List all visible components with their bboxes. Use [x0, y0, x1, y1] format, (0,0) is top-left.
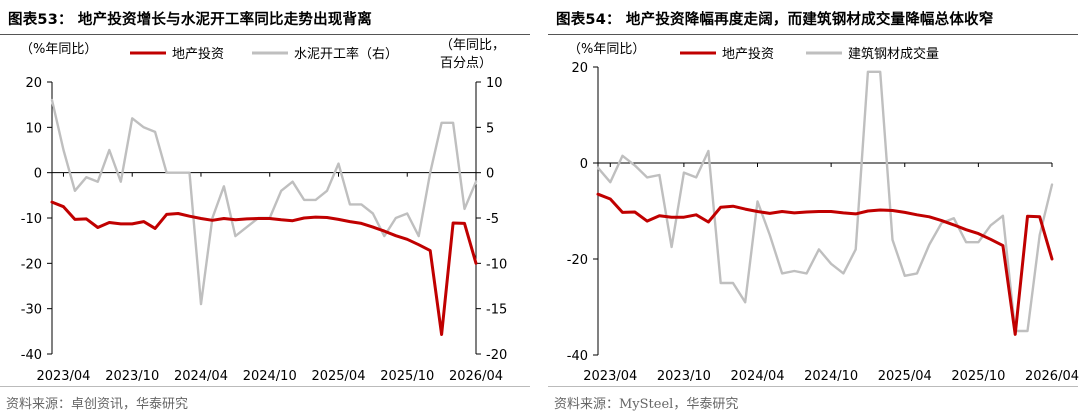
x-tick-label: 2024/04: [731, 369, 785, 384]
y-axis-right-unit: 百分点）: [440, 56, 492, 71]
y-tick-label-right: -5: [486, 212, 499, 227]
y-tick-label-right: 0: [486, 167, 494, 182]
legend-label: 地产投资: [172, 46, 224, 62]
x-tick-label: 2023/10: [657, 369, 711, 384]
source-divider: [548, 386, 1078, 387]
x-tick-label: 2025/04: [878, 369, 932, 384]
chart-left: （%年同比） （年同比， 百分点） 地产投资 水泥开工率（右） 20 10 0 -10 -20 -3…: [20, 38, 507, 384]
source-divider: [0, 386, 530, 387]
x-tick-label: 2026/04: [1025, 369, 1079, 384]
x-tick-label: 2023/10: [105, 369, 159, 384]
legend-label: 建筑钢材成交量: [848, 46, 939, 62]
x-tick-label: 2026/04: [449, 369, 503, 384]
x-tick-label: 2023/04: [583, 369, 637, 384]
series-line: [596, 70, 1054, 333]
y-tick-label-left: 0: [34, 167, 42, 182]
chart-title: 图表54： 地产投资降幅再度走阔，而建筑钢材成交量降幅总体收窄: [556, 12, 994, 28]
y-tick-label-left: 20: [25, 76, 42, 91]
y-tick-label-left: 20: [571, 61, 588, 76]
chart-title: 图表53： 地产投资增长与水泥开工率同比走势出现背离: [8, 12, 372, 28]
x-tick-label: 2024/10: [243, 369, 297, 384]
y-axis-right-unit: （年同比，: [440, 38, 505, 53]
y-tick-label-left: 0: [580, 157, 588, 172]
x-tick-label: 2025/10: [951, 369, 1005, 384]
series-line: [50, 200, 478, 336]
y-tick-label-right: -20: [486, 348, 507, 363]
y-tick-label-right: -10: [486, 257, 507, 272]
title-divider: [548, 34, 1078, 35]
y-tick-label-right: -15: [486, 303, 507, 318]
x-tick-label: 2024/04: [174, 369, 228, 384]
legend-label: 水泥开工率（右）: [294, 46, 398, 62]
series-line: [596, 192, 1054, 336]
legend-label: 地产投资: [722, 46, 774, 62]
y-axis-left-unit: （%年同比）: [20, 42, 97, 57]
chart-panel-left: 图表53： 地产投资增长与水泥开工率同比走势出现背离 （%年同比） （年同比， 百分…: [0, 0, 530, 418]
chart-right: （%年同比） 地产投资 建筑钢材成交量 20 0 -20 -40 2023/04 2023/10…: [567, 42, 1079, 384]
y-tick-label-left: 10: [25, 121, 42, 136]
y-tick-label-left: -40: [567, 349, 588, 364]
y-tick-label-left: -30: [21, 303, 42, 318]
source-note: 资料来源：卓创资讯，华泰研究: [6, 397, 189, 412]
x-tick-label: 2024/10: [804, 369, 858, 384]
x-tick-label: 2025/04: [311, 369, 365, 384]
x-tick-label: 2025/10: [380, 369, 434, 384]
y-tick-label-left: -10: [21, 212, 42, 227]
y-tick-label-left: -20: [567, 253, 588, 268]
y-axis-left-unit: （%年同比）: [568, 42, 645, 57]
chart-panel-right: 图表54： 地产投资降幅再度走阔，而建筑钢材成交量降幅总体收窄 （%年同比） 地产…: [548, 0, 1079, 418]
series-line: [50, 98, 478, 306]
source-note: 资料来源：MySteel，华泰研究: [554, 397, 739, 412]
x-tick-label: 2023/04: [36, 369, 90, 384]
y-tick-label-left: -40: [21, 348, 42, 363]
y-tick-label-left: -20: [21, 257, 42, 272]
title-divider: [0, 34, 530, 35]
y-tick-label-right: 5: [486, 121, 494, 136]
y-tick-label-right: 10: [486, 76, 503, 91]
